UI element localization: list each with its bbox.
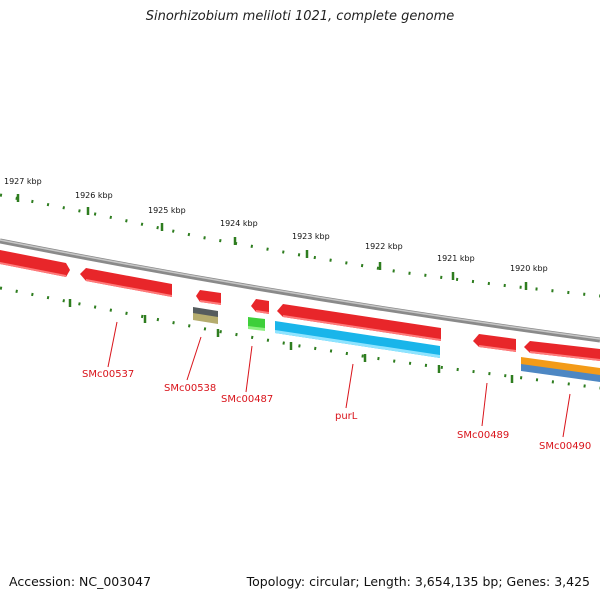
ruler-label-1924: 1924 kbp: [220, 219, 258, 228]
gene-label[interactable]: SMc00538: [164, 383, 216, 394]
gene-forward-5[interactable]: [277, 304, 441, 341]
gene-smc00487[interactable]: [248, 317, 265, 331]
gene-label[interactable]: SMc00537: [82, 369, 134, 380]
leader-smc00487: [245, 345, 253, 393]
ruler-label-1926: 1926 kbp: [75, 191, 113, 200]
genome-backbone: [0, 238, 600, 343]
inner-dotted-ruler: [0, 286, 600, 390]
backbone-line: [0, 238, 600, 343]
leader-smc00489: [481, 382, 488, 427]
accession-text: Accession: NC_003047: [9, 574, 152, 589]
gene-smc00537[interactable]: [80, 268, 172, 297]
gene-smc00490[interactable]: [521, 357, 600, 382]
gene-forward-4[interactable]: [251, 299, 269, 314]
ruler-label-1922: 1922 kbp: [365, 242, 403, 251]
ruler-label-1920: 1920 kbp: [510, 264, 548, 273]
ruler-label-1921: 1921 kbp: [437, 254, 475, 263]
ruler-label-1923: 1923 kbp: [292, 232, 330, 241]
gene-purl[interactable]: [275, 321, 440, 358]
outer-dotted-ruler: 1927 kbp 1926 kbp 1925 kbp 1924 kbp 1923…: [0, 177, 600, 298]
genome-summary-text: Topology: circular; Length: 3,654,135 bp…: [246, 574, 590, 589]
gene-labels: SMc00537 SMc00538 SMc00487 purL SMc00489…: [82, 369, 591, 452]
gene-label[interactable]: purL: [335, 411, 358, 422]
gene-forward-7[interactable]: [524, 341, 600, 361]
gene-smc00538[interactable]: [193, 307, 218, 324]
leader-smc00538: [186, 336, 202, 381]
gene-forward-3[interactable]: [196, 290, 221, 305]
ruler-label-1925: 1925 kbp: [148, 206, 186, 215]
forward-genes: [0, 250, 600, 361]
gene-smc00489[interactable]: [473, 334, 516, 352]
ruler-dots-outer: [0, 193, 600, 298]
gene-label[interactable]: SMc00490: [539, 441, 591, 452]
leader-smc00537: [107, 321, 118, 368]
leader-smc00490: [562, 393, 571, 438]
ruler-dots-inner: [0, 286, 600, 390]
backbone-highlight: [0, 239, 600, 340]
gene-forward-1[interactable]: [0, 250, 70, 277]
gene-label[interactable]: SMc00489: [457, 430, 509, 441]
genome-title: Sinorhizobium meliloti 1021, complete ge…: [145, 9, 455, 24]
reverse-genes: [193, 307, 600, 382]
leader-purl: [345, 363, 354, 409]
gene-label[interactable]: SMc00487: [221, 394, 273, 405]
ruler-label-1927: 1927 kbp: [4, 177, 42, 186]
gene-label-leaders: [107, 321, 571, 438]
